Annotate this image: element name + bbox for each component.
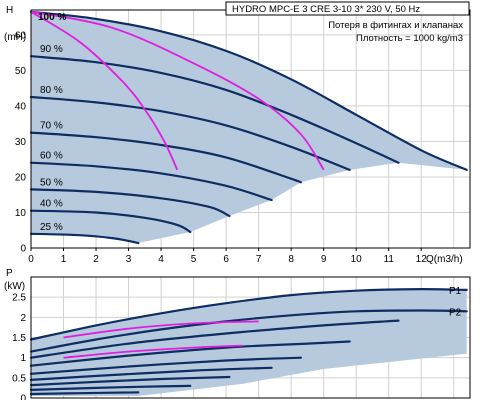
speed-curve-80 xyxy=(29,95,351,171)
head-tick-label: 50 xyxy=(15,66,27,77)
power-axis-unit: (kW) xyxy=(4,281,25,292)
head-tick-label: 30 xyxy=(15,137,27,148)
speed-curve-100 xyxy=(29,10,468,171)
speed-curve-60 xyxy=(29,161,273,202)
speed-label: 60 % xyxy=(40,151,63,162)
speed-curve-25 xyxy=(29,232,140,245)
power-tick-label: 1 xyxy=(20,353,26,364)
power-tick-label: 2 xyxy=(20,313,26,324)
power-tick-label: 0.5 xyxy=(12,373,26,384)
head-magenta-curve-1 xyxy=(30,11,179,171)
power-chart: 0 0.5 1 1.5 2 2.5 P1 P2 P (kW) xyxy=(4,268,471,400)
power-curve-line-3 xyxy=(29,340,351,367)
power-curve-line-6 xyxy=(29,375,231,387)
head-tick-label: 40 xyxy=(15,101,27,112)
power-series-label: P2 xyxy=(449,307,462,318)
speed-label: 50 % xyxy=(40,177,63,188)
head-magenta-curves xyxy=(30,10,325,171)
speed-label: 70 % xyxy=(40,121,63,132)
note-density: Плотность = 1000 kg/m3 xyxy=(356,33,463,44)
power-curve-line-5 xyxy=(29,366,273,381)
power-magenta-curve-2 xyxy=(63,344,243,359)
flow-tick-label: 2 xyxy=(93,254,99,265)
power-series-labels: P1 P2 xyxy=(449,286,462,318)
note-fittings: Потеря в фитингах и клапанах xyxy=(328,20,463,31)
power-curve-P2 xyxy=(29,309,468,353)
flow-tick-label: 5 xyxy=(191,254,197,265)
head-magenta-curve-2 xyxy=(30,10,325,171)
speed-label: 80 % xyxy=(40,85,63,96)
speed-curve-50 xyxy=(29,188,231,218)
speed-curve-90 xyxy=(29,55,400,164)
head-y-ticks: 0 10 20 30 40 50 60 xyxy=(15,30,27,254)
chart-title: HYDRO MPC-E 3 CRE 3-10 3* 230 V, 50 Hz xyxy=(232,4,420,15)
head-speed-curves xyxy=(29,10,468,245)
power-curve-P1 xyxy=(29,287,468,341)
speed-labels: 100 % 90 % 80 % 70 % 60 % 50 % 40 % 25 % xyxy=(38,12,66,233)
speed-curve-70 xyxy=(29,131,302,184)
head-axis-label: H xyxy=(6,5,13,16)
power-curve-line-7 xyxy=(29,384,192,391)
power-curves xyxy=(29,287,468,396)
speed-label: 100 % xyxy=(38,12,66,23)
head-operating-area xyxy=(31,11,467,243)
power-plot-frame xyxy=(30,276,471,399)
head-tick-label: 0 xyxy=(20,244,26,255)
flow-tick-label: 9 xyxy=(321,254,327,265)
speed-label: 40 % xyxy=(40,199,63,210)
head-tick-label: 60 xyxy=(15,30,27,41)
flow-tick-label: 1 xyxy=(61,254,67,265)
power-magenta-curves xyxy=(63,320,259,359)
speed-curve-40 xyxy=(29,209,192,234)
power-curve-line-4 xyxy=(29,356,302,375)
title-box xyxy=(225,1,470,16)
flow-tick-label: 3 xyxy=(126,254,132,265)
flow-tick-label: 10 xyxy=(351,254,363,265)
head-tick-label: 10 xyxy=(15,208,27,219)
flow-tick-label: 11 xyxy=(384,254,395,265)
power-tick-label: 1.5 xyxy=(12,333,26,344)
flow-axis-label: Q(m3/h) xyxy=(426,254,463,265)
head-tick-label: 20 xyxy=(15,172,27,183)
power-y-ticks: 0 0.5 1 1.5 2 2.5 xyxy=(12,293,26,400)
power-axis-label: P xyxy=(6,268,13,279)
flow-tick-label: 12 xyxy=(416,254,428,265)
power-magenta-curve-1 xyxy=(63,320,259,339)
power-tick-label: 0 xyxy=(20,394,26,400)
flow-tick-label: 7 xyxy=(256,254,262,265)
flow-tick-label: 4 xyxy=(158,254,164,265)
head-axis-unit: (mH) xyxy=(4,32,26,43)
speed-label: 25 % xyxy=(40,222,63,233)
power-tick-label: 2.5 xyxy=(12,293,26,304)
power-operating-area xyxy=(31,289,467,396)
head-x-ticks: 0 1 2 3 4 5 6 7 8 9 10 11 12 xyxy=(28,248,427,265)
power-curve-line-8 xyxy=(29,391,140,396)
power-series-label: P1 xyxy=(449,286,462,297)
flow-tick-label: 6 xyxy=(223,254,229,265)
speed-label: 90 % xyxy=(40,44,63,55)
flow-tick-label: 0 xyxy=(28,254,34,265)
power-curve-line-2 xyxy=(29,319,400,359)
flow-tick-label: 8 xyxy=(288,254,294,265)
